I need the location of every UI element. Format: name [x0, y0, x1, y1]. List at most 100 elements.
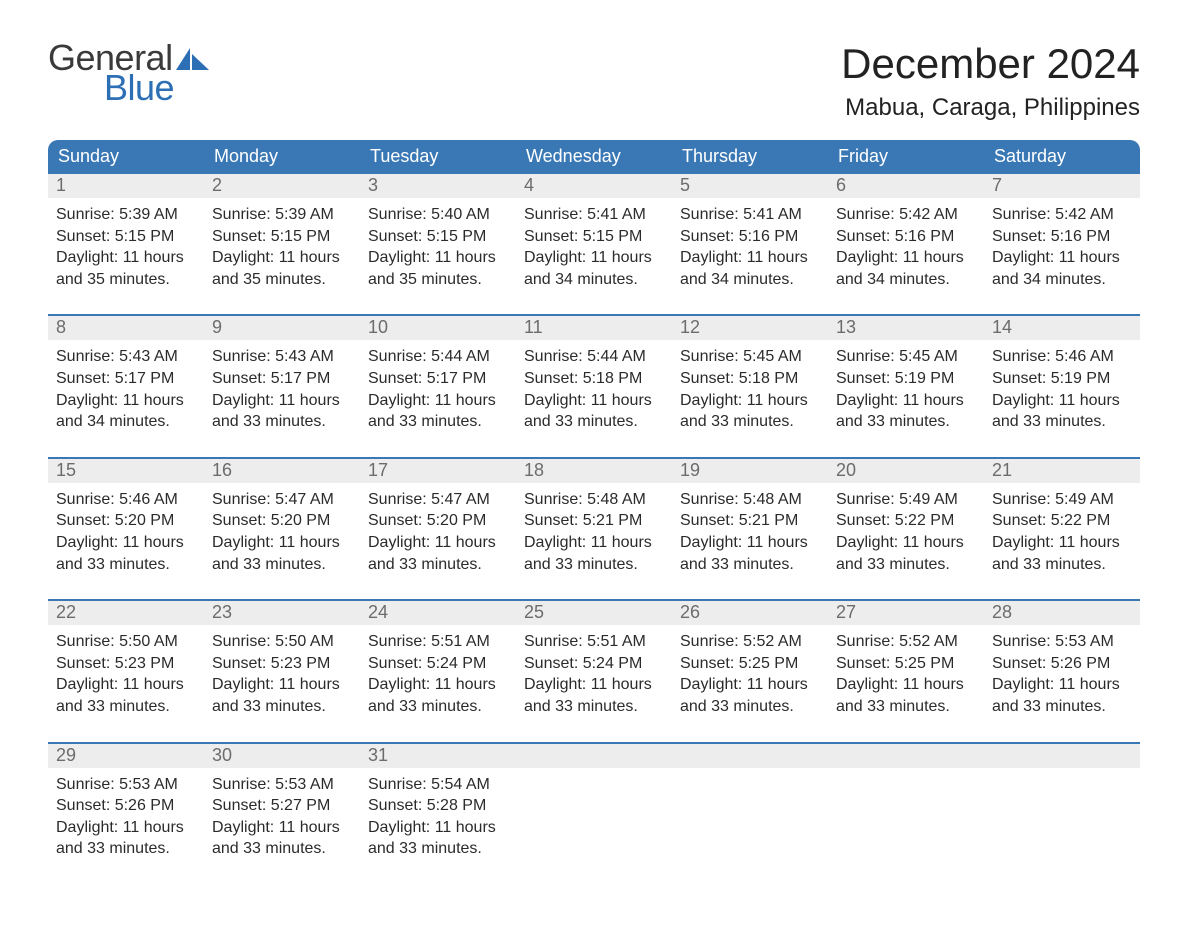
sunset-text: Sunset: 5:19 PM [836, 368, 976, 390]
calendar-day: 7Sunrise: 5:42 AMSunset: 5:16 PMDaylight… [984, 174, 1140, 294]
dow-thursday: Thursday [672, 140, 828, 174]
calendar-day: 13Sunrise: 5:45 AMSunset: 5:19 PMDayligh… [828, 314, 984, 436]
sunrise-text: Sunrise: 5:41 AM [680, 204, 820, 226]
sunset-text: Sunset: 5:24 PM [368, 653, 508, 675]
sunrise-text: Sunrise: 5:49 AM [836, 489, 976, 511]
day-number: 26 [672, 599, 828, 625]
day-number: 3 [360, 174, 516, 198]
daylight-line1: Daylight: 11 hours [836, 390, 976, 412]
sunrise-text: Sunrise: 5:39 AM [56, 204, 196, 226]
calendar-grid: Sunday Monday Tuesday Wednesday Thursday… [48, 140, 1140, 864]
daylight-line2: and 34 minutes. [992, 269, 1132, 291]
sunset-text: Sunset: 5:18 PM [680, 368, 820, 390]
day-number: 30 [204, 742, 360, 768]
day-details: Sunrise: 5:46 AMSunset: 5:19 PMDaylight:… [984, 340, 1140, 436]
sunrise-text: Sunrise: 5:40 AM [368, 204, 508, 226]
calendar-day: 26Sunrise: 5:52 AMSunset: 5:25 PMDayligh… [672, 599, 828, 721]
sunrise-text: Sunrise: 5:47 AM [368, 489, 508, 511]
sunset-text: Sunset: 5:22 PM [992, 510, 1132, 532]
sunrise-text: Sunrise: 5:50 AM [56, 631, 196, 653]
day-details: Sunrise: 5:44 AMSunset: 5:17 PMDaylight:… [360, 340, 516, 436]
day-details: Sunrise: 5:54 AMSunset: 5:28 PMDaylight:… [360, 768, 516, 864]
day-details: Sunrise: 5:44 AMSunset: 5:18 PMDaylight:… [516, 340, 672, 436]
sunset-text: Sunset: 5:28 PM [368, 795, 508, 817]
day-number: 20 [828, 457, 984, 483]
sunset-text: Sunset: 5:17 PM [368, 368, 508, 390]
day-details: Sunrise: 5:47 AMSunset: 5:20 PMDaylight:… [204, 483, 360, 579]
calendar-day: 1Sunrise: 5:39 AMSunset: 5:15 PMDaylight… [48, 174, 204, 294]
dow-wednesday: Wednesday [516, 140, 672, 174]
daylight-line2: and 34 minutes. [680, 269, 820, 291]
calendar-day: 31Sunrise: 5:54 AMSunset: 5:28 PMDayligh… [360, 742, 516, 864]
daylight-line2: and 33 minutes. [56, 696, 196, 718]
sunrise-text: Sunrise: 5:51 AM [368, 631, 508, 653]
calendar-day: 6Sunrise: 5:42 AMSunset: 5:16 PMDaylight… [828, 174, 984, 294]
day-details: Sunrise: 5:41 AMSunset: 5:16 PMDaylight:… [672, 198, 828, 294]
sunrise-text: Sunrise: 5:43 AM [212, 346, 352, 368]
sunset-text: Sunset: 5:27 PM [212, 795, 352, 817]
calendar-day: 22Sunrise: 5:50 AMSunset: 5:23 PMDayligh… [48, 599, 204, 721]
daylight-line2: and 33 minutes. [524, 696, 664, 718]
calendar-day [672, 742, 828, 864]
day-number: 15 [48, 457, 204, 483]
daylight-line2: and 33 minutes. [212, 696, 352, 718]
sunrise-text: Sunrise: 5:42 AM [992, 204, 1132, 226]
day-number: 2 [204, 174, 360, 198]
dow-saturday: Saturday [984, 140, 1140, 174]
day-details: Sunrise: 5:51 AMSunset: 5:24 PMDaylight:… [360, 625, 516, 721]
sunrise-text: Sunrise: 5:48 AM [680, 489, 820, 511]
sunset-text: Sunset: 5:19 PM [992, 368, 1132, 390]
calendar-day [984, 742, 1140, 864]
daylight-line1: Daylight: 11 hours [212, 817, 352, 839]
daylight-line2: and 33 minutes. [836, 411, 976, 433]
daylight-line2: and 35 minutes. [212, 269, 352, 291]
sunrise-text: Sunrise: 5:51 AM [524, 631, 664, 653]
day-details: Sunrise: 5:42 AMSunset: 5:16 PMDaylight:… [984, 198, 1140, 294]
daylight-line2: and 33 minutes. [368, 411, 508, 433]
daylight-line1: Daylight: 11 hours [680, 390, 820, 412]
day-number: 28 [984, 599, 1140, 625]
calendar-week: 29Sunrise: 5:53 AMSunset: 5:26 PMDayligh… [48, 742, 1140, 864]
sunset-text: Sunset: 5:25 PM [680, 653, 820, 675]
calendar-day: 20Sunrise: 5:49 AMSunset: 5:22 PMDayligh… [828, 457, 984, 579]
daylight-line2: and 34 minutes. [524, 269, 664, 291]
day-details: Sunrise: 5:43 AMSunset: 5:17 PMDaylight:… [48, 340, 204, 436]
daylight-line2: and 33 minutes. [368, 554, 508, 576]
sunset-text: Sunset: 5:20 PM [368, 510, 508, 532]
daylight-line1: Daylight: 11 hours [212, 532, 352, 554]
day-details: Sunrise: 5:40 AMSunset: 5:15 PMDaylight:… [360, 198, 516, 294]
sunrise-text: Sunrise: 5:43 AM [56, 346, 196, 368]
daylight-line2: and 33 minutes. [680, 554, 820, 576]
day-details: Sunrise: 5:41 AMSunset: 5:15 PMDaylight:… [516, 198, 672, 294]
day-details: Sunrise: 5:42 AMSunset: 5:16 PMDaylight:… [828, 198, 984, 294]
sunset-text: Sunset: 5:15 PM [524, 226, 664, 248]
daylight-line2: and 35 minutes. [56, 269, 196, 291]
header: General Blue December 2024 Mabua, Caraga… [48, 40, 1140, 122]
day-details: Sunrise: 5:45 AMSunset: 5:18 PMDaylight:… [672, 340, 828, 436]
day-number [828, 742, 984, 768]
day-number: 25 [516, 599, 672, 625]
sunset-text: Sunset: 5:15 PM [56, 226, 196, 248]
calendar-day: 25Sunrise: 5:51 AMSunset: 5:24 PMDayligh… [516, 599, 672, 721]
day-number: 21 [984, 457, 1140, 483]
sunset-text: Sunset: 5:21 PM [680, 510, 820, 532]
daylight-line2: and 33 minutes. [836, 696, 976, 718]
sunrise-text: Sunrise: 5:39 AM [212, 204, 352, 226]
daylight-line1: Daylight: 11 hours [836, 247, 976, 269]
daylight-line1: Daylight: 11 hours [680, 674, 820, 696]
sunset-text: Sunset: 5:26 PM [56, 795, 196, 817]
daylight-line1: Daylight: 11 hours [368, 247, 508, 269]
daylight-line1: Daylight: 11 hours [992, 390, 1132, 412]
day-number: 31 [360, 742, 516, 768]
calendar-day: 18Sunrise: 5:48 AMSunset: 5:21 PMDayligh… [516, 457, 672, 579]
sunrise-text: Sunrise: 5:47 AM [212, 489, 352, 511]
calendar-day: 8Sunrise: 5:43 AMSunset: 5:17 PMDaylight… [48, 314, 204, 436]
daylight-line2: and 33 minutes. [992, 696, 1132, 718]
daylight-line2: and 33 minutes. [212, 411, 352, 433]
day-details: Sunrise: 5:48 AMSunset: 5:21 PMDaylight:… [672, 483, 828, 579]
day-number: 10 [360, 314, 516, 340]
sunrise-text: Sunrise: 5:44 AM [524, 346, 664, 368]
day-number: 16 [204, 457, 360, 483]
daylight-line1: Daylight: 11 hours [56, 247, 196, 269]
calendar-page: General Blue December 2024 Mabua, Caraga… [0, 0, 1188, 944]
